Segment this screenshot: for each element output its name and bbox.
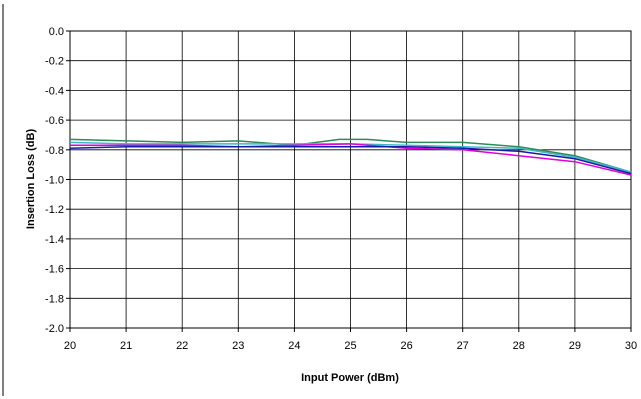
y-tick-label: -1.8: [45, 293, 64, 305]
y-tick-label: -0.2: [45, 56, 64, 68]
y-tick-label: -1.2: [45, 204, 64, 216]
y-tick-label: -1.0: [45, 175, 64, 187]
x-axis-title: Input Power (dBm): [301, 372, 399, 384]
y-tick-label: -1.4: [45, 234, 64, 246]
y-tick-label: -0.6: [45, 115, 64, 127]
x-tick-label: 29: [569, 340, 581, 352]
x-tick-label: 23: [232, 340, 244, 352]
x-tick-label: 22: [176, 340, 188, 352]
y-tick-label: -2.0: [45, 323, 64, 335]
series-line-1: [69, 138, 632, 173]
x-axis-ticks: 20 21 22 23 24 25 26 27 28 29 30: [64, 328, 637, 352]
x-tick-label: 20: [64, 340, 76, 352]
x-tick-label: 26: [400, 340, 412, 352]
x-tick-label: 28: [513, 340, 525, 352]
x-tick-label: 27: [457, 340, 469, 352]
y-axis-title: Insertion Loss (dB): [25, 129, 37, 230]
x-tick-label: 24: [288, 340, 300, 352]
y-tick-label: -1.6: [45, 264, 64, 276]
x-tick-label: 30: [625, 340, 637, 352]
x-tick-label: 25: [344, 340, 356, 352]
series-line-3: [70, 143, 632, 176]
y-axis-ticks: 0.0 -0.2 -0.4 -0.6 -0.8 -1.0 -1.2 -1.4 -1.6 -1.8 -…: [45, 26, 70, 335]
y-tick-label: -0.8: [45, 145, 64, 157]
gridlines: [69, 30, 632, 329]
y-tick-label: -0.4: [45, 85, 64, 97]
x-tick-label: 21: [120, 340, 132, 352]
series-lines: [69, 138, 632, 176]
y-tick-label: 0.0: [49, 26, 64, 38]
series-line-4: [69, 146, 632, 175]
